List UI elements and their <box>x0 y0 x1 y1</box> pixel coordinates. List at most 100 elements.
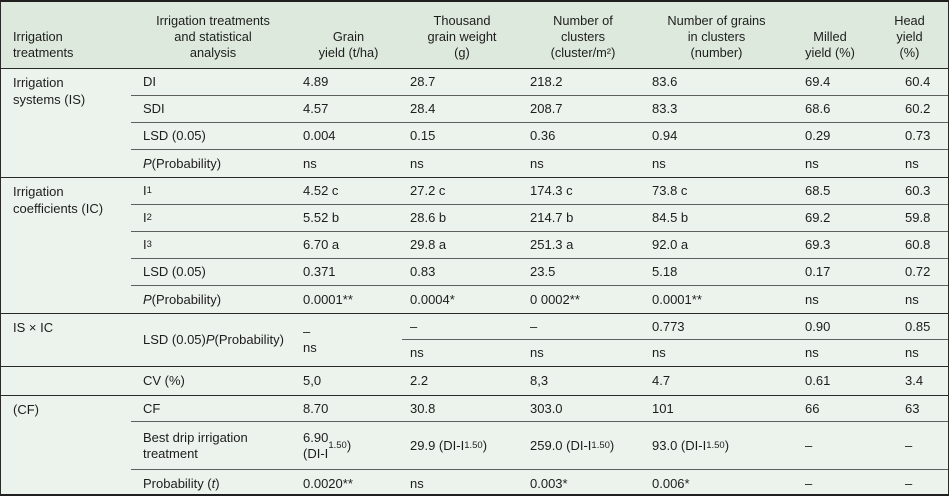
value-cell: 30.8 <box>402 396 522 422</box>
value-cell: 0.73 <box>871 123 948 150</box>
group-label <box>1 367 131 395</box>
group-label: Irrigation coefficients (IC) <box>13 184 104 216</box>
value-cell: 0.72 <box>871 259 948 286</box>
value-cell: ns <box>905 345 919 360</box>
value-cell: ns <box>805 345 819 360</box>
value-cell: 69.3 <box>789 232 871 259</box>
value-cell: 23.5 <box>522 259 644 286</box>
value-cell: 73.8 c <box>644 178 789 205</box>
value-cell: ns <box>905 155 919 171</box>
row-label: LSD (0.05) P (Probability) <box>143 332 284 347</box>
value-cell: 251.3 a <box>522 232 644 259</box>
value-cell: ns <box>805 291 819 307</box>
value-cell: 6.90 (DI-I 1.50) <box>295 422 402 470</box>
value-cell: 66 <box>789 396 871 422</box>
value-cell: 6.70 a <box>295 232 402 259</box>
row-label: SDI <box>131 96 295 123</box>
value-cell: – <box>905 476 913 491</box>
value-cell: 0.003* <box>530 476 568 491</box>
value-cell: 69.2 <box>789 205 871 232</box>
value-cell: 83.3 <box>644 96 789 123</box>
table-section: Irrigation coefficients (IC) I 1 4.52 c 27.2 … <box>1 178 948 314</box>
value-cell: 0.15 <box>402 123 522 150</box>
value-cell: 2.2 <box>410 373 429 388</box>
value-cell: ns <box>652 155 666 171</box>
value-cell: 28.4 <box>402 96 522 123</box>
cf-section: (CF) CF 8.70 30.8 303.0 101 66 63 Best drip irri… <box>1 396 948 494</box>
column-header-number_of_clusters: Number of clusters (cluster/m²) <box>550 13 616 60</box>
row-label: DI <box>131 69 295 96</box>
row-label: Probability (t) <box>143 476 220 491</box>
value-cell: 259.0 (DI-I 1.50) <box>522 422 644 470</box>
value-cell: 83.6 <box>644 69 789 96</box>
value-cell: 4.57 <box>295 96 402 123</box>
value-cell: 69.4 <box>789 69 871 96</box>
value-cell: 0.004 <box>295 123 402 150</box>
group-label: IS × IC <box>13 320 54 335</box>
value-cell: 0.83 <box>402 259 522 286</box>
value-cell: 60.2 <box>871 96 948 123</box>
column-header-treatments: Irrigation treatments <box>13 29 74 60</box>
value-cell: 29.9 (DI-I 1.50) <box>402 422 522 470</box>
value-cell: 84.5 b <box>644 205 789 232</box>
value-cell: 60.4 <box>871 69 948 96</box>
value-cell: ns <box>410 155 424 171</box>
value-cell: ns <box>805 155 819 171</box>
column-header-head_yield: Head yield (%) <box>894 13 925 60</box>
row-label: CF <box>131 396 295 422</box>
interaction-block: IS × IC LSD (0.05) P (Probability) – ns – –0.7… <box>1 314 948 367</box>
value-cell: 68.6 <box>789 96 871 123</box>
value-cell: 0.006* <box>652 476 690 491</box>
value-cell: 59.8 <box>871 205 948 232</box>
value-cell: 28.7 <box>402 69 522 96</box>
value-cell: 208.7 <box>522 96 644 123</box>
value-cell: 214.7 b <box>522 205 644 232</box>
column-header-grains_in_clusters: Number of grains in clusters (number) <box>667 13 766 60</box>
value-cell: – <box>402 314 522 340</box>
value-cell: 3.4 <box>905 373 924 388</box>
row-label: P (Probability) <box>143 291 222 307</box>
cv-row: CV (%) 5,0 2.2 8,3 4.7 0.61 3.4 <box>1 367 948 396</box>
value-cell: 101 <box>644 396 789 422</box>
value-cell: 0.85 <box>871 314 948 340</box>
value-cell: 93.0 (DI-I 1.50) <box>644 422 789 470</box>
value-cell: 0.0020** <box>303 476 353 491</box>
value-cell: – ns <box>303 324 317 355</box>
value-cell: 60.8 <box>871 232 948 259</box>
column-header-grain_yield: Grain yield (t/ha) <box>318 29 379 60</box>
value-cell: 5.52 b <box>295 205 402 232</box>
value-cell: 63 <box>871 396 948 422</box>
group-label: Irrigation systems (IS) <box>13 75 86 107</box>
value-cell: 0.773 <box>644 314 789 340</box>
value-cell: ns <box>303 155 317 171</box>
table-body: Irrigation systems (IS) DI 4.89 28.7 218.2 83.… <box>1 69 948 494</box>
value-cell: 0.0001** <box>652 291 702 307</box>
row-label: P (Probability) <box>143 155 222 171</box>
value-cell: 4.52 c <box>295 178 402 205</box>
value-cell: 5.18 <box>644 259 789 286</box>
group-label: (CF) <box>13 402 39 417</box>
table-section: Irrigation systems (IS) DI 4.89 28.7 218.2 83.… <box>1 69 948 178</box>
value-cell: 4.7 <box>652 373 671 388</box>
column-header-analysis: Irrigation treatments and statistical anal… <box>156 13 270 60</box>
value-cell: 29.8 a <box>402 232 522 259</box>
value-cell: 8.70 <box>295 396 402 422</box>
value-cell: 0.29 <box>789 123 871 150</box>
value-cell: 0.17 <box>789 259 871 286</box>
value-cell: 303.0 <box>522 396 644 422</box>
value-cell: 0.0004* <box>410 291 455 307</box>
value-cell: ns <box>530 155 544 171</box>
value-cell: ns <box>530 345 544 360</box>
column-header-thousand_grain_weight: Thousand grain weight (g) <box>427 13 497 60</box>
value-cell: 8,3 <box>530 373 549 388</box>
value-cell: 0 0002** <box>530 291 580 307</box>
value-cell: – <box>522 314 644 340</box>
value-cell: 0.90 <box>789 314 871 340</box>
row-label: LSD (0.05) <box>131 259 295 286</box>
value-cell: 218.2 <box>522 69 644 96</box>
value-cell: 28.6 b <box>402 205 522 232</box>
